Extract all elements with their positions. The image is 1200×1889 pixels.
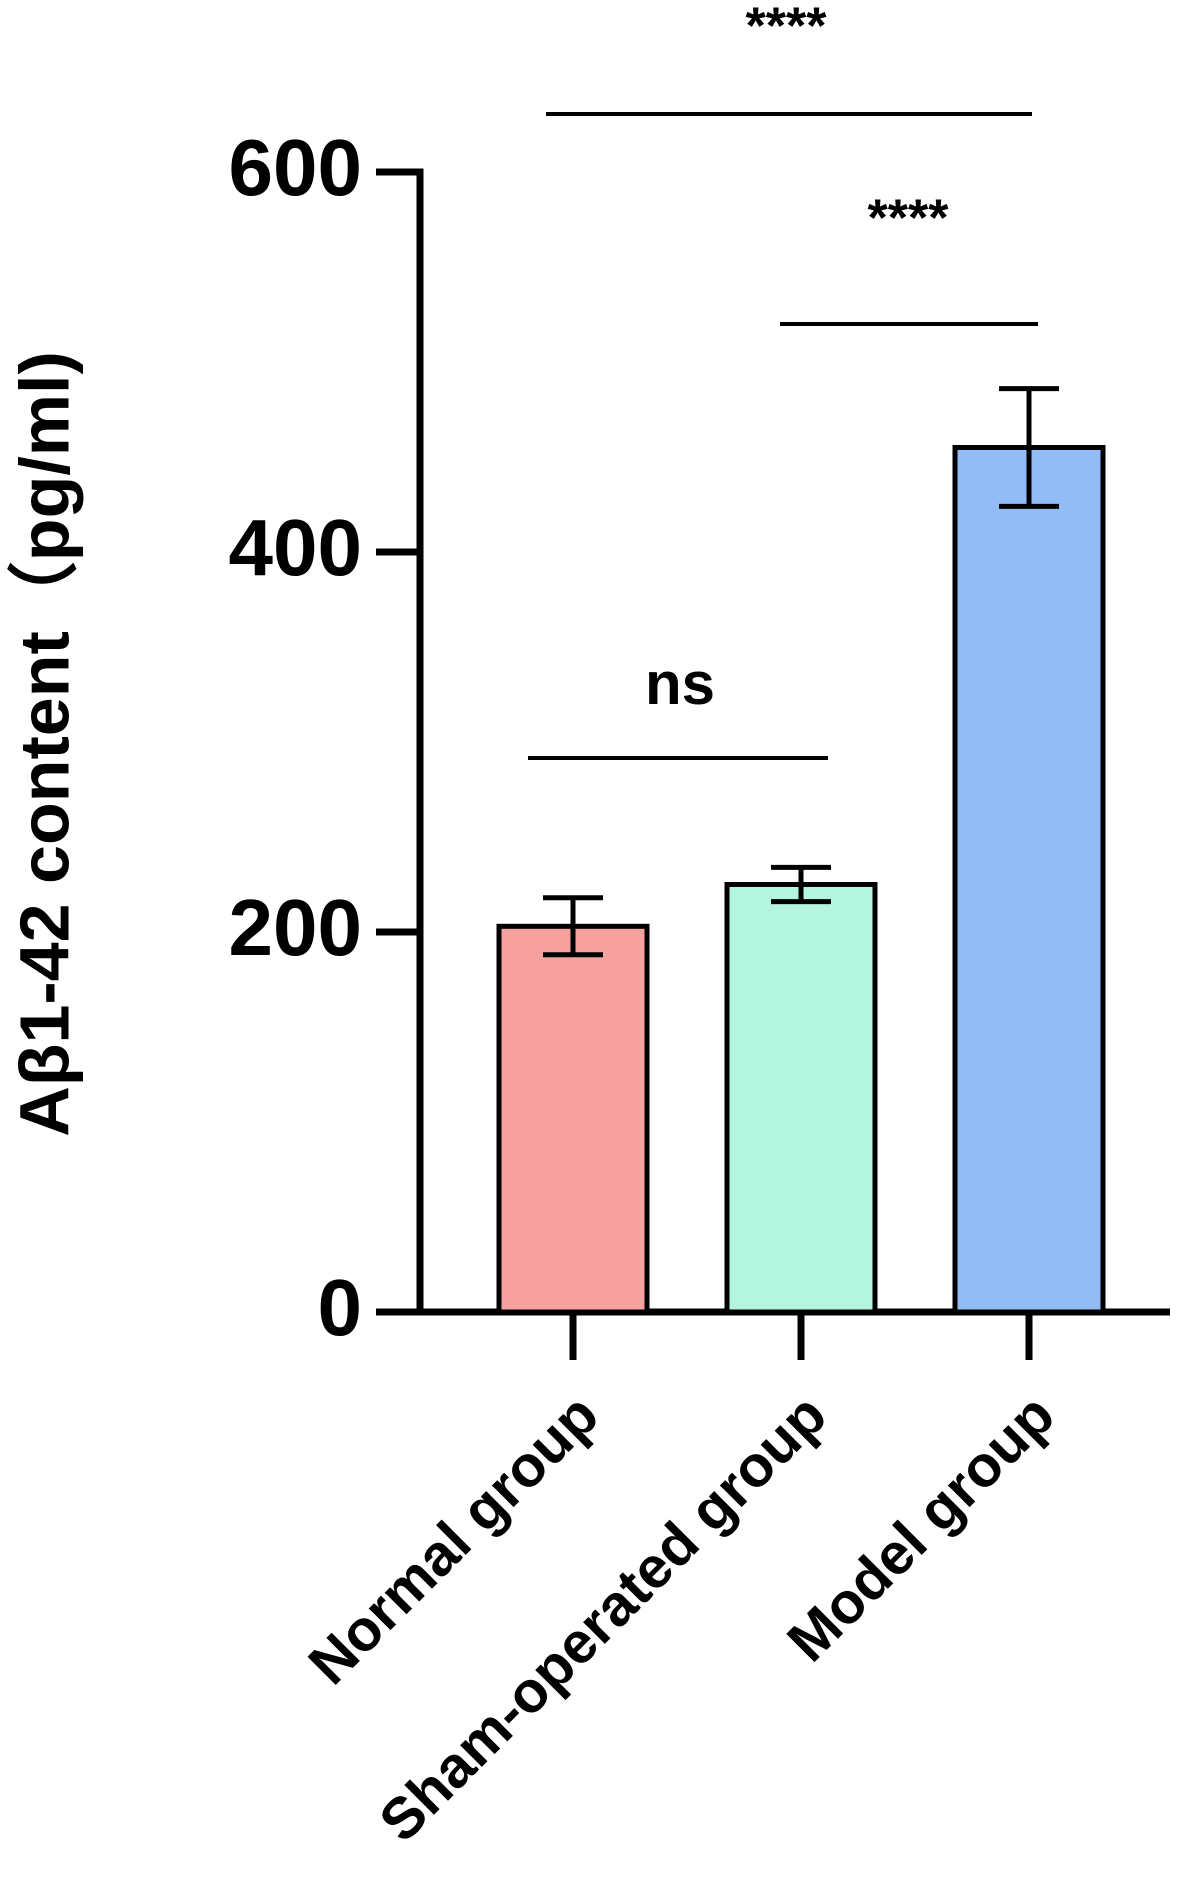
bar	[496, 923, 650, 1315]
y-axis-label: Aβ1-42 content（pg/ml)	[5, 351, 83, 1137]
y-tick-label: 200	[229, 883, 362, 972]
y-tick-label: 600	[229, 123, 362, 212]
significance-label: ****	[868, 190, 950, 248]
y-tick-label: 0	[318, 1263, 363, 1352]
x-tick-label: Sham-operated group	[367, 1382, 839, 1854]
bar	[724, 882, 878, 1315]
y-tick-label: 400	[229, 503, 362, 592]
significance-label: ns	[645, 650, 715, 717]
bar	[952, 445, 1106, 1315]
significance-label: ****	[746, 0, 828, 56]
